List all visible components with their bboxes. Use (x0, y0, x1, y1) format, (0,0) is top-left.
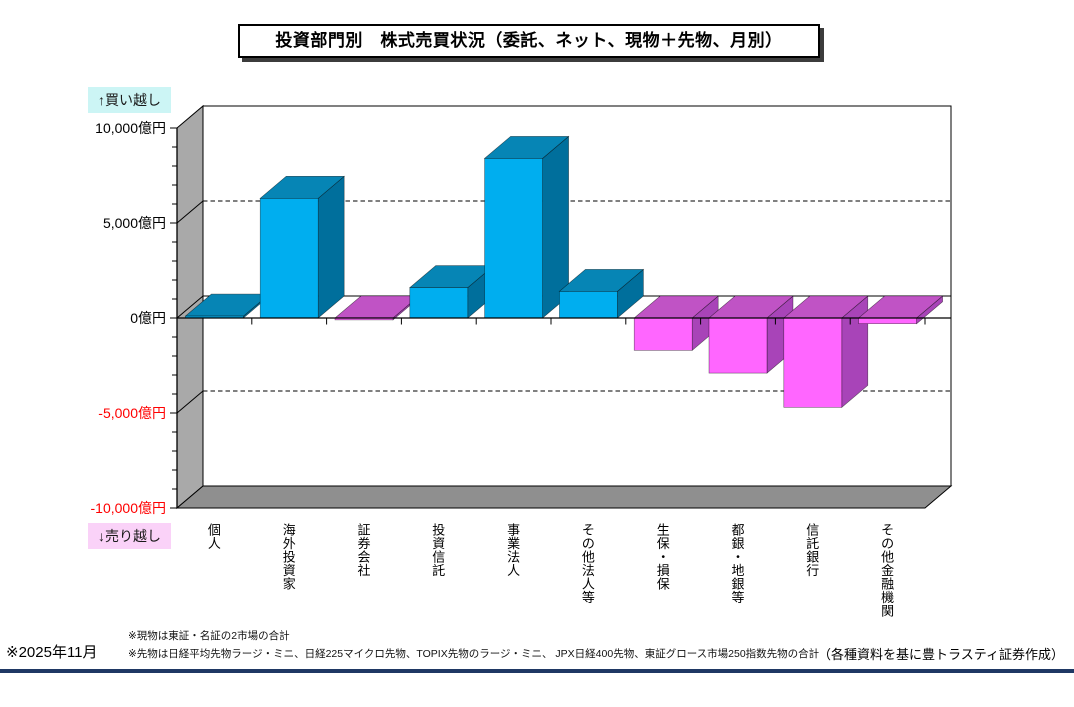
bar-8 (782, 295, 869, 408)
bar-front-face (708, 317, 768, 374)
wall-gridline-0 (176, 295, 204, 319)
category-label-4: 事業法人 (507, 523, 520, 579)
category-label-2: 証券会社 (357, 523, 370, 579)
category-label-6: 生保・損保 (657, 523, 670, 592)
bar-0 (184, 293, 271, 319)
footnote-cash: ※現物は東証・名証の2市場の合計 (128, 630, 290, 642)
ytick-label: 5,000億円 (103, 215, 166, 231)
bar-front-face (633, 317, 693, 351)
category-label-3: 投資信託 (432, 523, 445, 579)
bar-9 (857, 295, 944, 325)
ytick-label: -10,000億円 (91, 500, 166, 516)
ytick-label: 0億円 (130, 310, 166, 326)
wall-gridline-5000 (176, 200, 204, 224)
bar-side-face (317, 175, 345, 319)
category-label-8: 信託銀行 (806, 523, 819, 579)
category-label-9: その他金融機関 (881, 523, 894, 619)
sell-excess-note: ↓売り越し (88, 523, 171, 549)
buy-excess-note: ↑買い越し (88, 87, 171, 113)
wall-gridline--5000 (176, 390, 204, 414)
bar-front-face (783, 317, 843, 408)
bar-4 (483, 135, 570, 319)
bar-front-face (484, 158, 543, 319)
category-label-7: 都銀・地銀等 (731, 523, 744, 606)
bar-6 (633, 295, 720, 351)
bar-front-face (559, 291, 618, 319)
ytick-label: -5,000億円 (98, 405, 166, 421)
category-label-0: 個人 (208, 523, 221, 552)
chart-title: 投資部門別 株式売買状況（委託、ネット、現物＋先物、月別） (238, 24, 820, 58)
period-label: ※2025年11月 (6, 644, 98, 661)
category-label-1: 海外投資家 (283, 523, 296, 592)
bottom-rule (0, 669, 1074, 673)
bar-1 (259, 175, 346, 319)
source-credit: （各種資料を基に豊トラスティ証券作成） (818, 647, 1064, 662)
bar-5 (558, 268, 645, 319)
floor (175, 485, 953, 509)
footnote-futures: ※先物は日経平均先物ラージ・ミニ、日経225マイクロ先物、TOPIX先物のラージ… (128, 648, 820, 660)
bar-front-face (259, 198, 319, 319)
bar-front-face (858, 317, 917, 324)
bar-front-face (409, 287, 469, 319)
category-label-5: その他法人等 (582, 523, 595, 606)
bar-7 (708, 295, 794, 374)
ytick-label: 10,000億円 (95, 120, 166, 136)
